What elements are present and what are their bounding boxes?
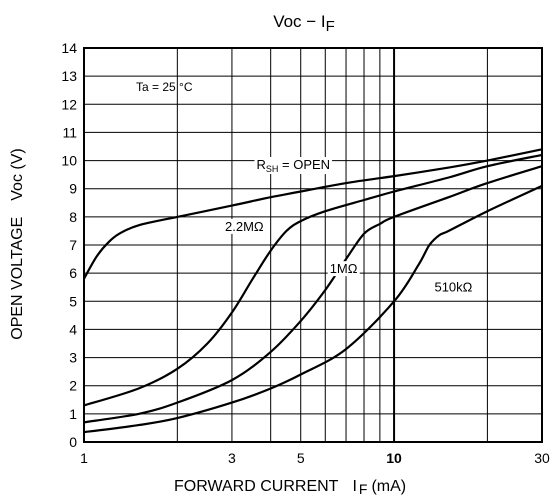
y-axis-label: OPEN VOLTAGE Voc (V)	[9, 148, 26, 339]
curve-label-layer: RSH = OPEN 2.2MΩ 1MΩ 510kΩ	[223, 157, 475, 295]
curve-label-backing	[223, 218, 266, 234]
y-tick-label: 9	[69, 181, 77, 197]
curve-label-0: RSH = OPEN	[256, 157, 330, 174]
y-axis-label-unit: Voc (V)	[9, 148, 26, 200]
x-axis-label-unit: (mA)	[371, 478, 406, 495]
y-tick-label: 11	[62, 124, 77, 140]
x-axis-label: FORWARD CURRENT I F (mA)	[174, 478, 406, 497]
x-axis-label-subscript: F	[359, 481, 368, 497]
chart-title-text: Voc − I	[273, 12, 325, 31]
y-tick-label: 3	[69, 350, 77, 366]
x-tick-label: 3	[228, 450, 236, 466]
y-tick-label: 6	[69, 265, 77, 281]
series-curve-1	[83, 153, 543, 407]
chart-title: Voc − IF	[273, 12, 335, 35]
grid-layer	[84, 48, 542, 442]
curve-label-3: 510kΩ	[434, 279, 472, 294]
curve-label-backing	[432, 279, 475, 295]
y-tick-label: 4	[69, 321, 77, 337]
y-tick-label: 1	[69, 406, 77, 422]
y-tick-label: 14	[61, 40, 77, 56]
chart-title-subscript: F	[326, 18, 335, 35]
y-axis-label-text: OPEN VOLTAGE	[9, 217, 26, 340]
y-tick-label: 10	[61, 153, 77, 169]
x-tick-label: 1	[80, 450, 88, 466]
y-tick-label: 2	[69, 378, 77, 394]
y-tick-label: 13	[61, 68, 77, 84]
curve-label-backing	[254, 157, 333, 175]
y-tick-label: 7	[69, 237, 77, 253]
curve-label-1: 2.2MΩ	[225, 219, 264, 234]
x-tick-label: 5	[297, 450, 305, 466]
y-tick-label: 5	[69, 293, 77, 309]
x-tick-label: 30	[534, 450, 550, 466]
y-tick-label: 12	[61, 96, 77, 112]
curve-label-backing	[327, 261, 360, 277]
series-curve-0	[83, 148, 543, 280]
x-axis-label-symbol: I	[352, 478, 356, 495]
curve-label-2: 1MΩ	[330, 261, 358, 276]
x-tick-labels: 1 3 5 10 30	[80, 450, 550, 466]
condition-note: Ta = 25 °C	[136, 80, 193, 94]
series-curve-3	[83, 184, 543, 434]
y-tick-label: 8	[69, 209, 77, 225]
y-tick-label: 0	[69, 434, 77, 450]
plot-frame	[83, 47, 543, 443]
x-tick-label: 10	[386, 450, 402, 466]
x-axis-label-text: FORWARD CURRENT	[174, 478, 339, 495]
